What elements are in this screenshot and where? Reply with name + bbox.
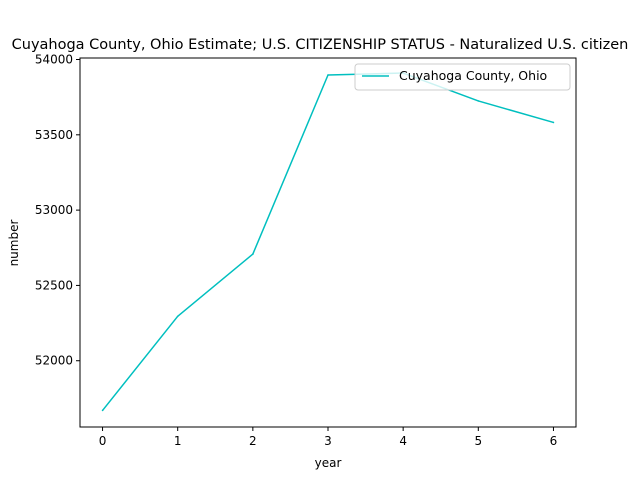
y-tick-label: 54000 — [35, 53, 73, 67]
legend-box — [354, 63, 571, 91]
plot-frame — [79, 57, 577, 428]
data-point — [477, 100, 480, 102]
data-point — [552, 121, 555, 124]
plot-area — [79, 57, 577, 428]
x-axis: 0 1 2 3 4 5 6 — [99, 427, 558, 448]
y-axis-label: number — [7, 220, 21, 267]
x-tick-label: 5 — [474, 434, 482, 448]
series-layer — [101, 72, 555, 412]
x-axis-label: year — [315, 456, 342, 470]
x-tick-label: 6 — [550, 434, 558, 448]
data-point — [176, 315, 179, 318]
y-tick-label: 53000 — [35, 203, 73, 217]
y-tick-label: 52500 — [35, 278, 73, 292]
data-point — [101, 409, 104, 412]
legend: Cuyahoga County, Ohio — [354, 63, 571, 91]
data-point — [327, 74, 329, 76]
legend-label: Cuyahoga County, Ohio — [399, 68, 547, 83]
x-tick-label: 4 — [399, 434, 407, 448]
y-axis: 52000 52500 53000 53500 54000 — [35, 53, 80, 368]
x-tick-label: 0 — [99, 434, 107, 448]
x-tick-label: 2 — [249, 434, 257, 448]
x-tick-label: 1 — [174, 434, 182, 448]
chart-title: Cuyahoga County, Ohio Estimate; U.S. CIT… — [12, 37, 629, 53]
y-tick-label: 53500 — [35, 128, 73, 142]
y-tick-label: 52000 — [35, 354, 73, 368]
data-point — [252, 253, 254, 255]
x-tick-label: 3 — [324, 434, 332, 448]
